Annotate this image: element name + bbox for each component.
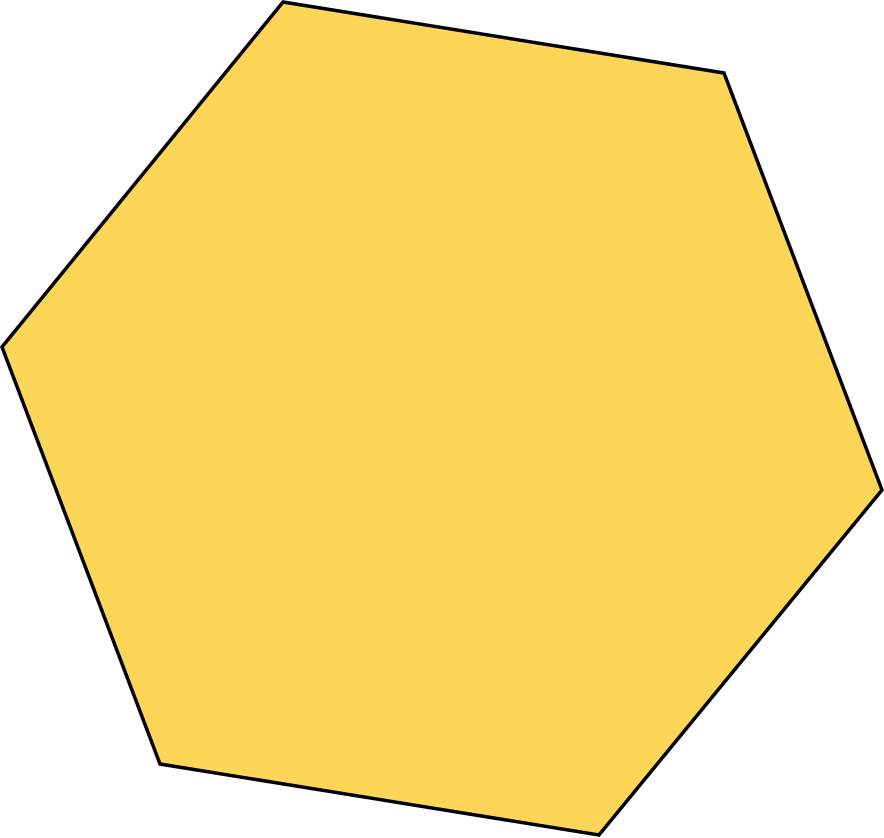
hexagon-shape <box>0 0 884 837</box>
diagram-canvas <box>0 0 884 837</box>
